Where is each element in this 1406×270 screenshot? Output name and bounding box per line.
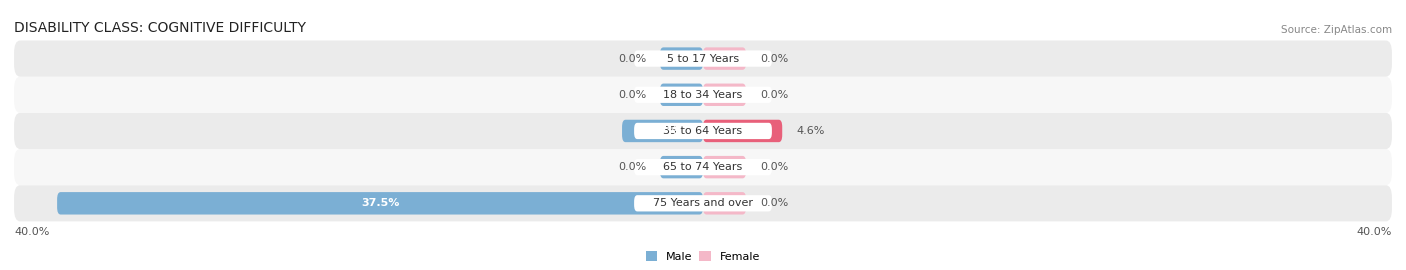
FancyBboxPatch shape bbox=[634, 195, 772, 211]
FancyBboxPatch shape bbox=[58, 192, 703, 215]
Text: 4.7%: 4.7% bbox=[647, 126, 678, 136]
FancyBboxPatch shape bbox=[634, 50, 772, 67]
FancyBboxPatch shape bbox=[703, 120, 782, 142]
Text: DISABILITY CLASS: COGNITIVE DIFFICULTY: DISABILITY CLASS: COGNITIVE DIFFICULTY bbox=[14, 21, 307, 35]
Text: 40.0%: 40.0% bbox=[1357, 227, 1392, 237]
Text: 37.5%: 37.5% bbox=[361, 198, 399, 208]
Text: 0.0%: 0.0% bbox=[617, 53, 647, 64]
Text: 0.0%: 0.0% bbox=[759, 162, 789, 172]
FancyBboxPatch shape bbox=[703, 156, 747, 178]
Text: 5 to 17 Years: 5 to 17 Years bbox=[666, 53, 740, 64]
FancyBboxPatch shape bbox=[703, 83, 747, 106]
FancyBboxPatch shape bbox=[14, 149, 1392, 185]
FancyBboxPatch shape bbox=[703, 192, 747, 215]
Text: 40.0%: 40.0% bbox=[14, 227, 49, 237]
Text: 4.6%: 4.6% bbox=[796, 126, 824, 136]
Text: 0.0%: 0.0% bbox=[759, 53, 789, 64]
FancyBboxPatch shape bbox=[634, 87, 772, 103]
FancyBboxPatch shape bbox=[14, 185, 1392, 221]
FancyBboxPatch shape bbox=[634, 159, 772, 175]
FancyBboxPatch shape bbox=[14, 40, 1392, 77]
Text: 0.0%: 0.0% bbox=[617, 90, 647, 100]
FancyBboxPatch shape bbox=[659, 156, 703, 178]
FancyBboxPatch shape bbox=[659, 83, 703, 106]
Text: 65 to 74 Years: 65 to 74 Years bbox=[664, 162, 742, 172]
Text: 75 Years and over: 75 Years and over bbox=[652, 198, 754, 208]
Text: 35 to 64 Years: 35 to 64 Years bbox=[664, 126, 742, 136]
Text: 0.0%: 0.0% bbox=[617, 162, 647, 172]
FancyBboxPatch shape bbox=[621, 120, 703, 142]
FancyBboxPatch shape bbox=[14, 113, 1392, 149]
FancyBboxPatch shape bbox=[703, 47, 747, 70]
Text: Source: ZipAtlas.com: Source: ZipAtlas.com bbox=[1281, 25, 1392, 35]
Text: 18 to 34 Years: 18 to 34 Years bbox=[664, 90, 742, 100]
Legend: Male, Female: Male, Female bbox=[641, 247, 765, 266]
Text: 0.0%: 0.0% bbox=[759, 90, 789, 100]
FancyBboxPatch shape bbox=[634, 123, 772, 139]
Text: 0.0%: 0.0% bbox=[759, 198, 789, 208]
FancyBboxPatch shape bbox=[14, 77, 1392, 113]
FancyBboxPatch shape bbox=[659, 47, 703, 70]
